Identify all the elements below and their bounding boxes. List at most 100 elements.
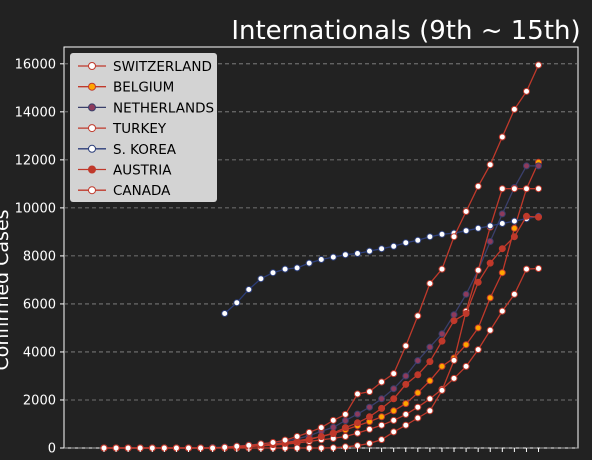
legend-marker [88, 165, 96, 174]
legend-item: S. KOREA [78, 142, 177, 158]
data-point [293, 433, 301, 440]
data-point [462, 290, 470, 298]
data-point [498, 269, 506, 277]
data-point [329, 416, 337, 424]
data-point [462, 341, 470, 349]
legend-marker [88, 144, 96, 153]
data-point [341, 424, 349, 432]
data-point [341, 251, 349, 259]
data-point [450, 356, 458, 364]
legend-label: SWITZERLAND [113, 59, 212, 75]
data-point [510, 217, 518, 225]
data-point [474, 224, 482, 232]
data-point [354, 442, 361, 450]
y-tick-label: 2000 [23, 393, 56, 408]
data-point [474, 278, 482, 286]
data-point [510, 224, 518, 232]
data-point [366, 425, 373, 433]
legend-item: CANADA [78, 183, 171, 199]
data-point [510, 290, 518, 298]
data-point [402, 239, 410, 247]
data-point [402, 421, 410, 429]
data-point [378, 395, 386, 403]
data-point [474, 346, 482, 354]
legend-marker [88, 103, 96, 112]
data-point [378, 404, 386, 412]
legend-label: TURKEY [112, 121, 167, 137]
data-point [414, 389, 422, 397]
data-point [486, 222, 494, 230]
data-point [426, 395, 434, 403]
legend-marker [88, 82, 96, 91]
legend: SWITZERLAND BELGIUM NETHERLANDS TURKEY S. KO… [70, 53, 217, 202]
data-point [341, 433, 349, 440]
data-point [414, 236, 422, 244]
data-point [390, 428, 398, 436]
data-point [402, 400, 410, 408]
legend-marker [88, 62, 96, 70]
data-point [329, 423, 337, 431]
data-point [354, 390, 361, 398]
data-point [414, 312, 422, 320]
data-point [245, 441, 253, 449]
legend-item: BELGIUM [78, 80, 174, 96]
data-point [378, 421, 386, 429]
data-point [426, 343, 434, 351]
legend-label: NETHERLANDS [113, 100, 214, 116]
data-point [390, 416, 398, 424]
legend-label: S. KOREA [113, 142, 177, 158]
data-point [366, 388, 373, 396]
data-point [535, 265, 542, 272]
series-s-korea [221, 212, 542, 317]
data-point [462, 310, 470, 317]
data-point [462, 362, 470, 370]
data-point [317, 256, 325, 263]
data-point [498, 220, 506, 227]
data-point [486, 326, 494, 334]
data-point [269, 269, 277, 277]
legend-label: CANADA [113, 183, 171, 199]
data-point [390, 407, 398, 415]
data-point [450, 317, 458, 325]
y-tick-label: 10000 [15, 201, 56, 216]
data-point [245, 286, 253, 293]
data-point [305, 259, 313, 267]
data-point [402, 372, 410, 380]
legend-label: BELGIUM [113, 80, 174, 96]
data-point [450, 374, 458, 382]
data-point [474, 182, 482, 190]
y-tick-label: 16000 [15, 57, 56, 72]
data-point [366, 403, 373, 411]
data-point [535, 213, 542, 221]
data-point [510, 185, 518, 193]
data-point [354, 250, 361, 257]
data-point [438, 386, 446, 394]
data-point [366, 247, 373, 255]
data-point [535, 185, 542, 193]
data-point [426, 280, 434, 287]
data-point [281, 265, 289, 273]
data-point [366, 439, 373, 447]
data-point [438, 337, 446, 345]
data-point [486, 238, 494, 245]
data-point [341, 410, 349, 418]
y-tick-label: 12000 [15, 153, 56, 168]
data-point [498, 185, 506, 193]
data-point [523, 212, 530, 220]
data-point [402, 342, 410, 350]
legend-marker [88, 124, 96, 133]
data-point [390, 242, 398, 250]
data-point [378, 378, 386, 386]
data-point [378, 245, 386, 253]
data-point [402, 380, 410, 388]
data-point [378, 436, 386, 444]
data-point [281, 436, 289, 444]
data-point [438, 362, 446, 370]
data-point [257, 440, 265, 448]
data-point [414, 357, 422, 365]
data-point [450, 233, 458, 241]
data-point [233, 299, 241, 307]
data-point [390, 395, 398, 403]
data-point [426, 407, 434, 415]
